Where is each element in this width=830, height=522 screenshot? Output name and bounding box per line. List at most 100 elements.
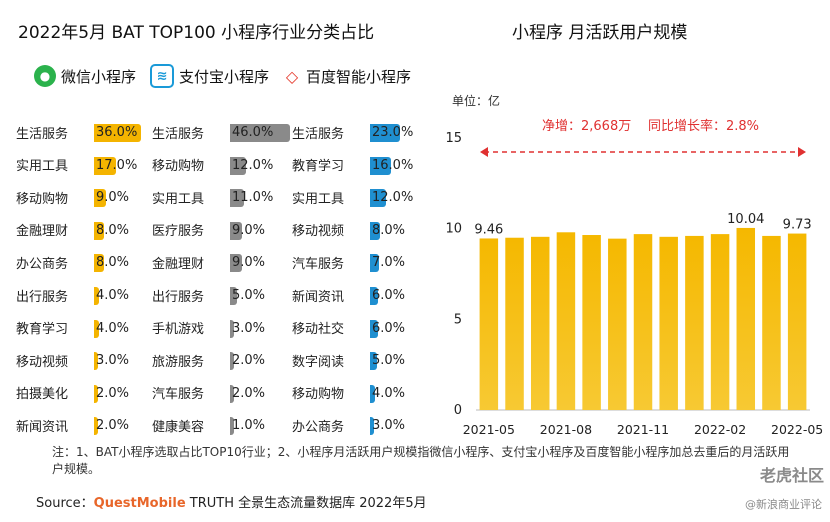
share-bar [94, 254, 105, 273]
share-value-label: 3.0% [372, 418, 406, 434]
category-label: 教育学习 [292, 159, 345, 175]
share-bar [94, 352, 98, 371]
x-tick-label: 2021-05 [463, 422, 515, 437]
share-value-label: 5.0% [372, 353, 406, 369]
category-label: 数字阅读 [292, 354, 345, 370]
source-brand: QuestMobile [93, 496, 186, 511]
bar-wrap: 3.0% [230, 317, 290, 339]
mau-data-label: 9.73 [783, 218, 812, 233]
bar-wrap: 5.0% [230, 284, 290, 306]
bar-wrap: 9.0% [230, 251, 290, 273]
category-label: 汽车服务 [292, 256, 345, 272]
mau-bar [736, 227, 756, 410]
legend: ● 微信小程序 ≋ 支付宝小程序 ◇ 百度智能小程序 [34, 64, 411, 88]
bar-wrap: 8.0% [370, 219, 430, 241]
category-row: 新闻资讯 2.0% [16, 413, 154, 437]
category-label: 出行服务 [16, 289, 69, 305]
legend-wechat-label: 微信小程序 [61, 67, 137, 86]
category-row: 健康美容 1.0% [152, 413, 290, 437]
share-bar [230, 156, 246, 175]
category-label: 实用工具 [292, 191, 345, 207]
mau-bar [582, 235, 601, 410]
share-value-label: 9.0% [232, 222, 266, 238]
bar-wrap: 2.0% [94, 414, 154, 436]
category-row: 手机游戏 3.0% [152, 316, 290, 340]
x-tick-label: 2021-11 [617, 422, 669, 437]
category-label: 移动视频 [292, 224, 345, 240]
mau-bar [479, 238, 499, 410]
share-bar [370, 124, 400, 142]
category-label: 实用工具 [16, 159, 69, 175]
share-value-label: 9.0% [232, 255, 266, 271]
category-label: 手机游戏 [152, 322, 205, 338]
share-value-label: 4.0% [96, 320, 130, 336]
category-row: 移动视频 8.0% [292, 218, 430, 242]
bar-wrap: 46.0% [230, 121, 290, 143]
share-bar [94, 221, 105, 240]
bar-wrap: 7.0% [370, 251, 430, 273]
watermark-handle: @新浪商业评论 [745, 498, 822, 511]
category-label: 旅游服务 [152, 354, 205, 370]
share-bar [94, 384, 98, 403]
bar-wrap: 8.0% [94, 251, 154, 273]
category-row: 实用工具 11.0% [152, 185, 290, 209]
yoy-growth-annotation: 同比增长率：2.8% [648, 118, 759, 134]
category-label: 金融理财 [16, 224, 69, 240]
share-bar [370, 417, 374, 436]
share-value-label: 2.0% [96, 385, 130, 401]
legend-alipay: ≋ 支付宝小程序 [150, 64, 269, 88]
share-bar [370, 352, 377, 371]
net-growth-annotation: 净增：2,668万 [542, 119, 631, 134]
bar-wrap: 2.0% [94, 382, 154, 404]
legend-wechat: ● 微信小程序 [34, 65, 136, 87]
share-value-label: 8.0% [372, 222, 406, 238]
category-row: 移动购物 12.0% [152, 153, 290, 177]
bar-wrap: 3.0% [370, 414, 430, 436]
share-value-label: 5.0% [232, 288, 266, 303]
category-label: 办公商务 [292, 419, 345, 435]
x-tick-label: 2022-02 [694, 422, 746, 437]
y-tick-label: 0 [454, 403, 462, 418]
category-label: 办公商务 [16, 256, 69, 272]
share-value-label: 46.0% [232, 125, 274, 140]
bar-wrap: 11.0% [230, 186, 290, 208]
bar-wrap: 8.0% [94, 219, 154, 241]
category-row: 生活服务 23.0% [292, 120, 430, 144]
share-bar [370, 156, 391, 175]
right-chart-title: 小程序 月活跃用户规模 [512, 23, 688, 43]
category-row: 移动购物 4.0% [292, 381, 430, 405]
category-row: 汽车服务 7.0% [292, 250, 430, 274]
share-value-label: 17.0% [96, 157, 138, 173]
bar-wrap: 23.0% [370, 121, 430, 143]
share-bar [94, 124, 141, 142]
share-value-label: 6.0% [372, 288, 406, 303]
mau-bar [608, 238, 627, 410]
mau-bar [659, 236, 678, 410]
share-bar [230, 319, 234, 338]
share-bar [370, 254, 380, 273]
arrow-head-right [798, 147, 806, 157]
category-row: 生活服务 46.0% [152, 120, 290, 144]
bar-wrap: 2.0% [230, 349, 290, 371]
category-label: 移动购物 [16, 191, 69, 207]
share-value-label: 9.0% [96, 190, 130, 206]
share-value-label: 6.0% [372, 320, 406, 336]
share-bar [94, 156, 117, 175]
category-label: 实用工具 [152, 191, 205, 207]
share-bar [370, 287, 378, 305]
share-value-label: 2.0% [232, 385, 266, 401]
category-row: 新闻资讯 6.0% [292, 283, 430, 307]
share-bar [94, 287, 100, 305]
mau-bar-chart: 0 5 10 15 9.46 10.04 9.73 2021-05 2021-08 2021-11… [445, 118, 823, 437]
unit-label: 单位：亿 [452, 94, 501, 108]
bar-wrap: 4.0% [94, 284, 154, 306]
category-label: 教育学习 [16, 322, 69, 338]
x-tick-label: 2021-08 [540, 422, 592, 437]
share-value-label: 1.0% [232, 418, 266, 434]
category-row: 教育学习 4.0% [16, 316, 154, 340]
category-row: 医疗服务 9.0% [152, 218, 290, 242]
category-row: 金融理财 9.0% [152, 250, 290, 274]
bar-wrap: 5.0% [370, 349, 430, 371]
category-row: 办公商务 8.0% [16, 250, 154, 274]
share-value-label: 2.0% [96, 418, 130, 434]
